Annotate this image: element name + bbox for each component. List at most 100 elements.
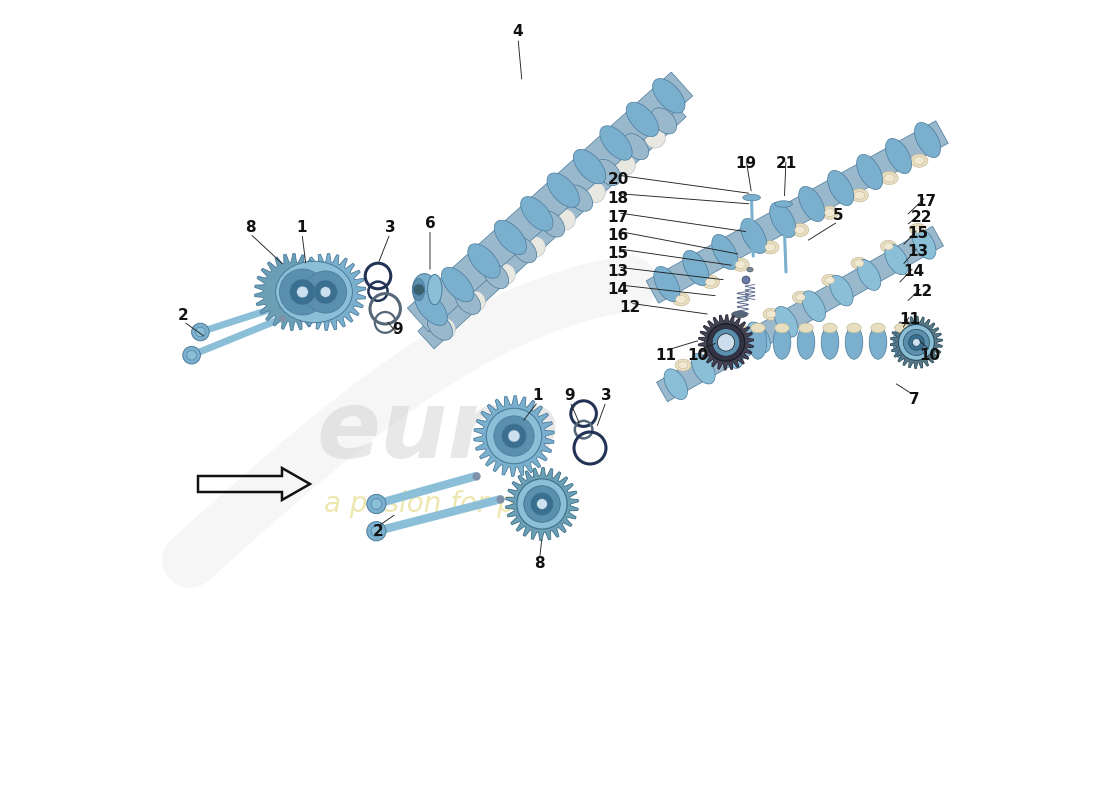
Text: 8: 8: [535, 557, 544, 571]
Ellipse shape: [883, 242, 893, 250]
Text: a pasion for parts: a pasion for parts: [323, 490, 569, 518]
Text: 19: 19: [736, 157, 757, 171]
Circle shape: [913, 338, 921, 346]
Polygon shape: [646, 121, 948, 303]
Circle shape: [899, 325, 934, 360]
Ellipse shape: [798, 326, 815, 359]
Text: 22: 22: [911, 210, 933, 225]
Ellipse shape: [732, 258, 749, 271]
Polygon shape: [254, 254, 331, 330]
Polygon shape: [890, 316, 943, 369]
Ellipse shape: [740, 218, 767, 254]
Circle shape: [371, 498, 382, 510]
Ellipse shape: [704, 342, 720, 354]
Ellipse shape: [869, 326, 887, 359]
Circle shape: [584, 182, 605, 202]
Ellipse shape: [774, 306, 798, 337]
Ellipse shape: [595, 159, 620, 186]
Text: 17: 17: [915, 194, 936, 209]
Ellipse shape: [773, 326, 791, 359]
Circle shape: [717, 334, 735, 350]
Circle shape: [722, 338, 730, 346]
Polygon shape: [657, 226, 944, 402]
Circle shape: [279, 269, 326, 315]
Ellipse shape: [539, 211, 564, 237]
Circle shape: [615, 154, 636, 175]
Text: 2: 2: [373, 525, 384, 539]
Ellipse shape: [827, 170, 854, 206]
Text: 13: 13: [607, 265, 628, 279]
Ellipse shape: [415, 291, 448, 326]
Polygon shape: [474, 396, 554, 476]
Text: 14: 14: [607, 282, 628, 297]
Text: 13: 13: [908, 245, 928, 259]
Ellipse shape: [547, 173, 580, 207]
Ellipse shape: [712, 234, 738, 270]
Text: 10: 10: [920, 349, 940, 363]
Ellipse shape: [742, 194, 760, 201]
Text: 5: 5: [833, 209, 844, 223]
Ellipse shape: [734, 325, 750, 337]
Ellipse shape: [774, 201, 792, 207]
Circle shape: [495, 264, 516, 285]
Text: 11: 11: [656, 349, 676, 363]
Circle shape: [297, 286, 308, 298]
Ellipse shape: [276, 262, 352, 322]
Text: 8: 8: [244, 221, 255, 235]
Ellipse shape: [600, 126, 632, 160]
Ellipse shape: [763, 308, 779, 320]
Text: 6: 6: [425, 217, 436, 231]
Text: 20: 20: [607, 173, 629, 187]
Ellipse shape: [886, 138, 912, 174]
Polygon shape: [506, 467, 579, 541]
Circle shape: [531, 493, 553, 515]
Circle shape: [903, 330, 929, 355]
Text: 15: 15: [607, 246, 628, 261]
Circle shape: [524, 486, 560, 522]
Text: 16: 16: [607, 229, 628, 243]
Circle shape: [366, 494, 386, 514]
Ellipse shape: [913, 226, 923, 233]
Ellipse shape: [512, 237, 537, 263]
Ellipse shape: [884, 244, 909, 274]
Circle shape: [183, 346, 200, 364]
Text: 12: 12: [619, 301, 640, 315]
Ellipse shape: [732, 311, 748, 318]
Ellipse shape: [664, 369, 688, 399]
Ellipse shape: [427, 314, 453, 340]
Ellipse shape: [914, 122, 940, 158]
Text: 9: 9: [564, 389, 575, 403]
Ellipse shape: [822, 326, 839, 359]
Ellipse shape: [799, 323, 813, 333]
Ellipse shape: [851, 258, 867, 270]
Circle shape: [707, 324, 745, 361]
Ellipse shape: [455, 288, 481, 314]
Ellipse shape: [573, 150, 606, 184]
Circle shape: [187, 350, 197, 360]
Ellipse shape: [747, 267, 754, 272]
Ellipse shape: [912, 229, 936, 259]
Circle shape: [305, 271, 346, 313]
Ellipse shape: [675, 295, 686, 303]
Ellipse shape: [871, 323, 886, 333]
Ellipse shape: [751, 323, 766, 333]
Ellipse shape: [626, 102, 659, 137]
Circle shape: [554, 209, 575, 230]
Circle shape: [366, 522, 386, 541]
Ellipse shape: [829, 275, 854, 306]
Ellipse shape: [893, 326, 911, 359]
Circle shape: [717, 334, 735, 351]
Text: 11: 11: [900, 313, 921, 327]
Ellipse shape: [692, 354, 715, 384]
Ellipse shape: [823, 323, 837, 333]
Text: euro: euro: [317, 386, 560, 478]
Ellipse shape: [707, 345, 717, 352]
Polygon shape: [407, 72, 693, 332]
Ellipse shape: [847, 323, 861, 333]
Circle shape: [537, 498, 548, 510]
Ellipse shape: [702, 275, 719, 289]
Ellipse shape: [568, 185, 593, 211]
Ellipse shape: [770, 202, 795, 238]
Text: 18: 18: [607, 191, 628, 206]
Circle shape: [191, 323, 209, 341]
